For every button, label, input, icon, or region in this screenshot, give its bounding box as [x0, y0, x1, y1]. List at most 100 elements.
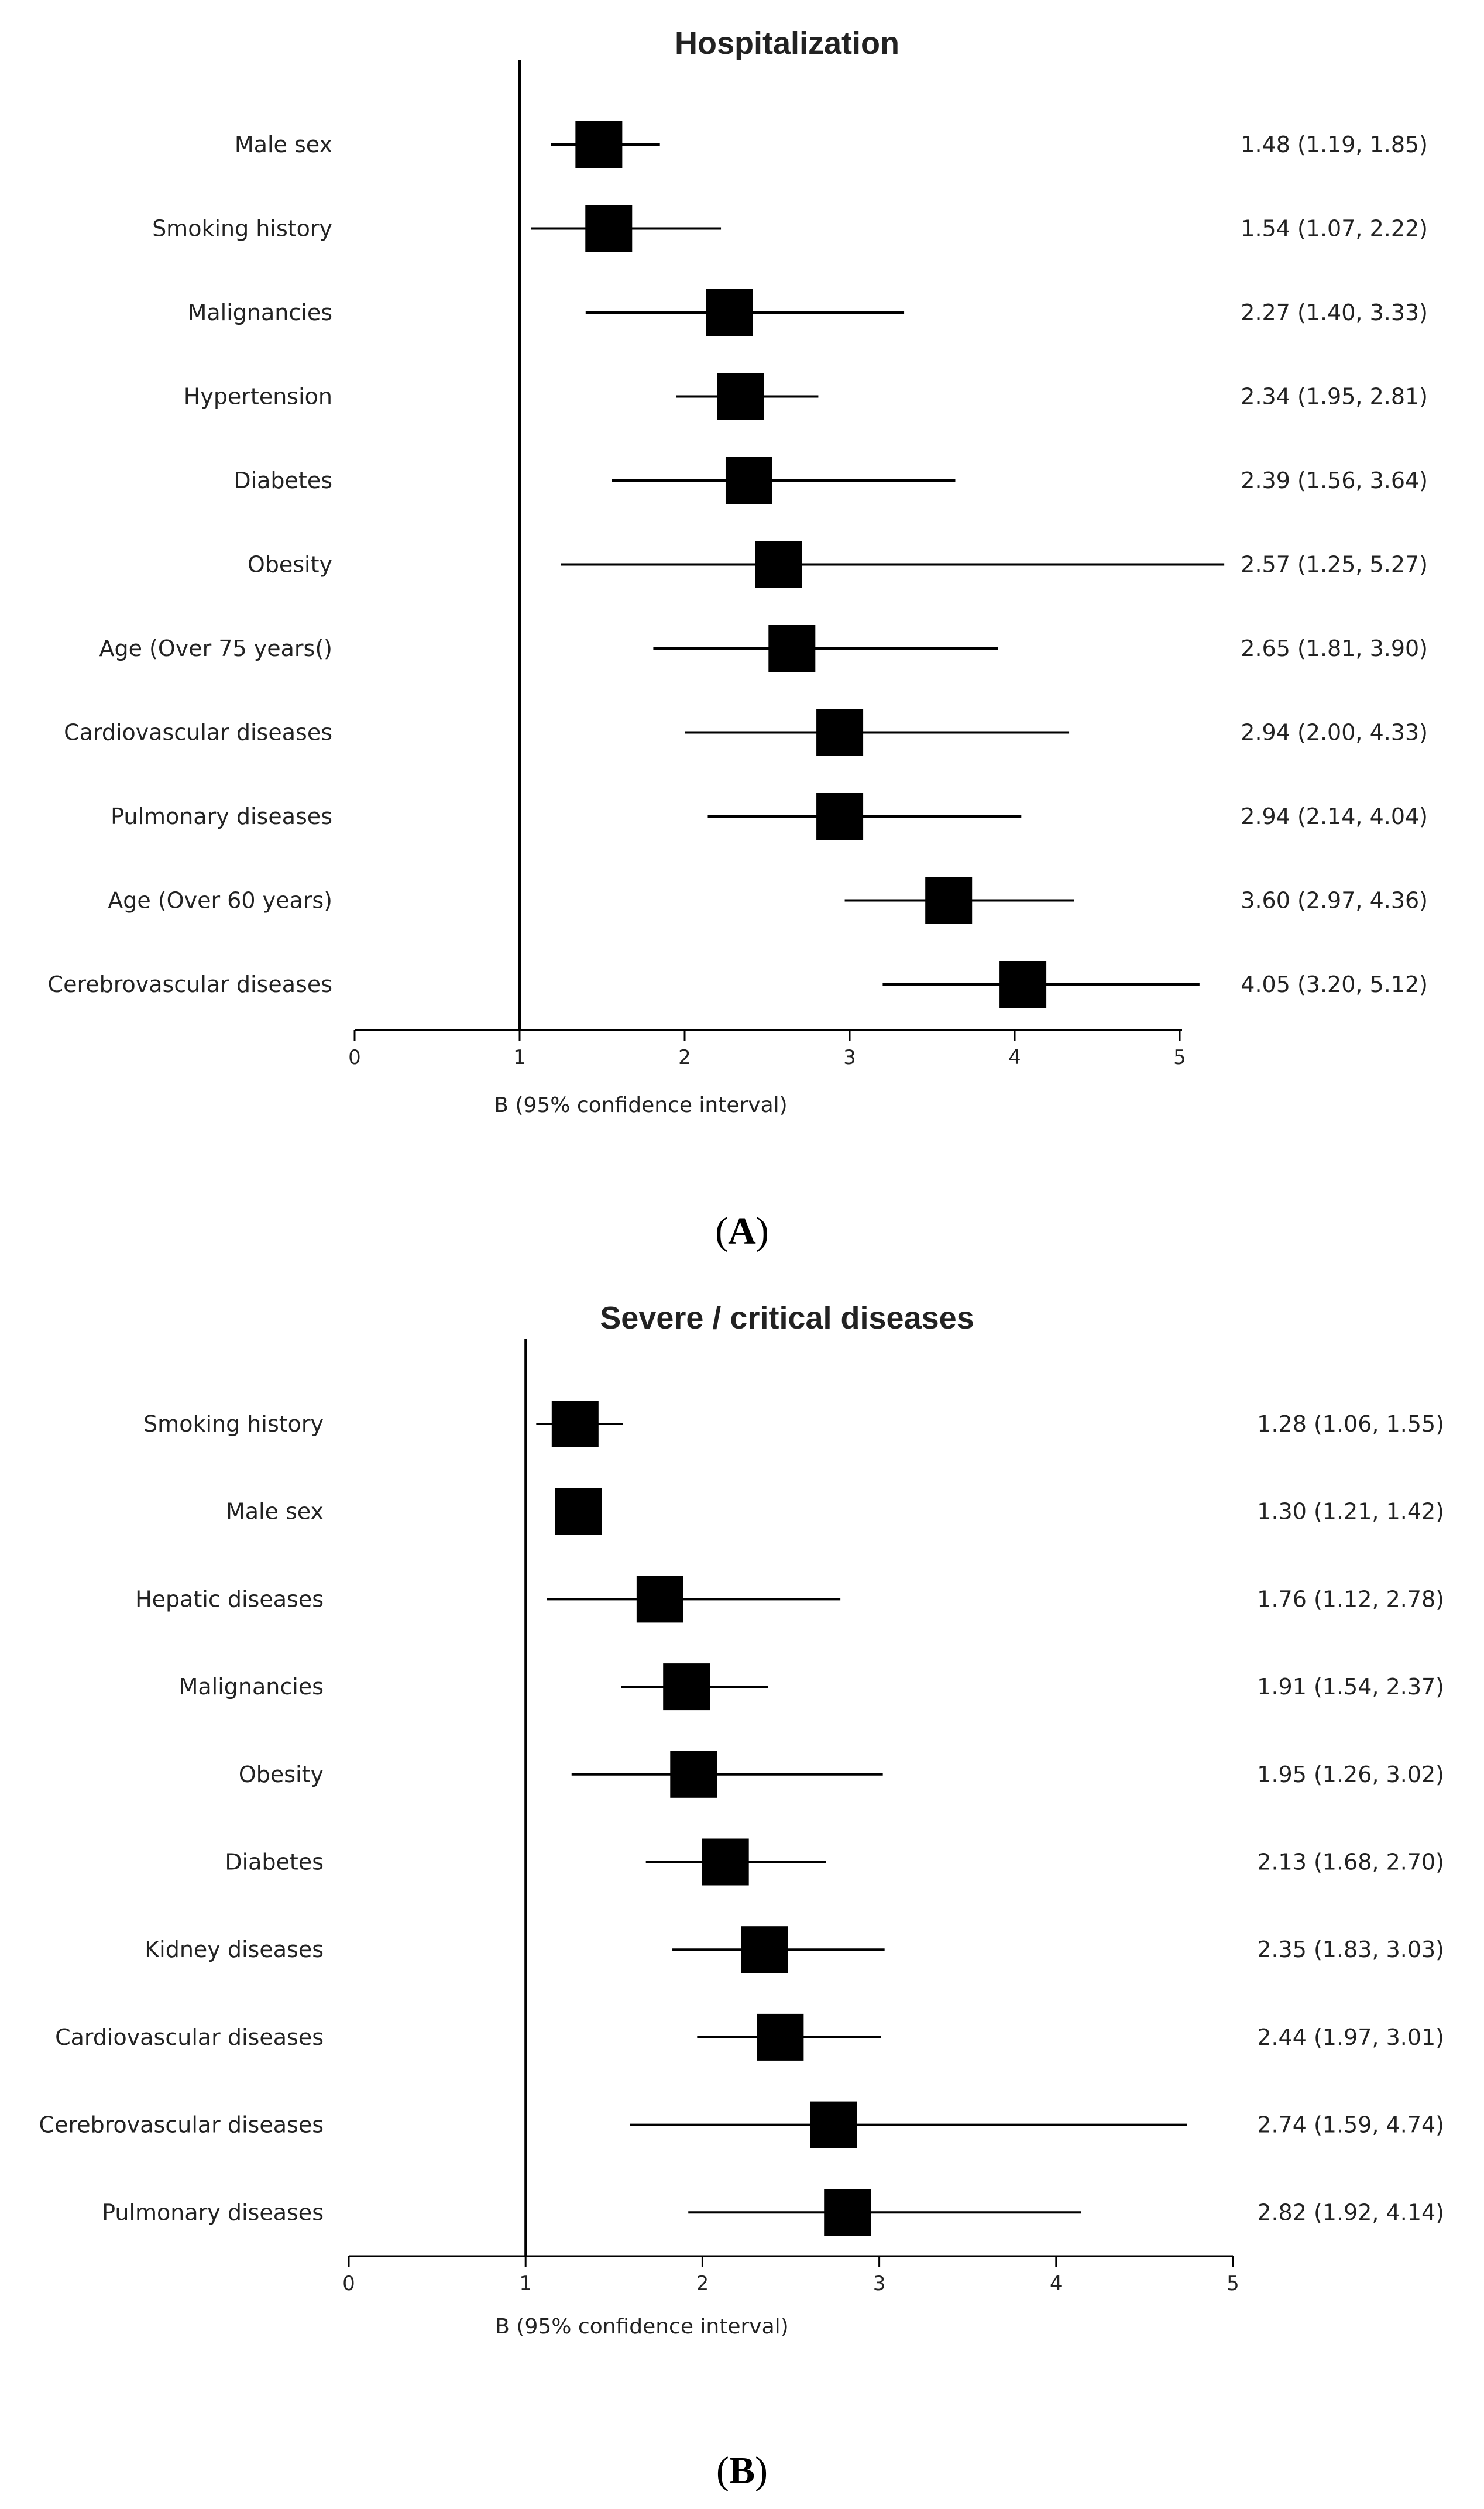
panel-b-row-label: Cardiovascular diseases [55, 2024, 324, 2050]
panel-a-row-value: 4.05 (3.20, 5.12) [1241, 972, 1428, 997]
panel-a-row: Hypertension 2.34 (1.95, 2.81) [184, 373, 1428, 420]
panel-b-row: Smoking history 1.28 (1.06, 1.55) [143, 1401, 1444, 1447]
panel-a-estimate-marker [717, 373, 764, 420]
panel-b-row-value: 1.30 (1.21, 1.42) [1257, 1499, 1444, 1525]
panel-a-row-label: Pulmonary diseases [111, 804, 332, 829]
panel-a-tick-label: 5 [1173, 1046, 1186, 1069]
panel-a-row: Age (Over 60 years) 3.60 (2.97, 4.36) [108, 877, 1428, 924]
panel-b-tick-label: 4 [1050, 2272, 1063, 2295]
panel-a-forest-plot: Hospitalization Male sex 1.48 (1.19, 1.85… [48, 26, 1428, 1117]
panel-b-row-value: 1.91 (1.54, 2.37) [1257, 1674, 1444, 1700]
panel-a-tick-label: 2 [678, 1046, 691, 1069]
panel-a-row-value: 2.34 (1.95, 2.81) [1241, 384, 1428, 410]
panel-b-estimate-marker [702, 1838, 749, 1886]
panel-a-row-label: Obesity [248, 552, 332, 578]
panel-b-row: Obesity 1.95 (1.26, 3.02) [239, 1751, 1444, 1798]
panel-b-estimate-marker [810, 2101, 857, 2148]
panel-b-caption-open: ( [716, 2449, 729, 2492]
panel-a-caption: (A) [715, 1210, 769, 1252]
panel-b-caption-close: ) [755, 2449, 768, 2492]
panel-a-row-value: 2.57 (1.25, 5.27) [1241, 552, 1428, 578]
panel-a-tick-label: 0 [348, 1046, 361, 1069]
panel-a-row-value: 1.54 (1.07, 2.22) [1241, 216, 1428, 242]
panel-b-estimate-marker [663, 1663, 710, 1711]
panel-a-row-label: Hypertension [184, 384, 332, 410]
panel-a-estimate-marker [755, 541, 802, 588]
panel-b-row-label: Pulmonary diseases [102, 2199, 324, 2225]
panel-a-row-label: Diabetes [233, 468, 332, 493]
panel-a-estimate-marker [768, 625, 816, 672]
panel-a-tick-label: 4 [1008, 1046, 1021, 1069]
panel-a-row: Obesity 2.57 (1.25, 5.27) [248, 541, 1428, 588]
panel-a-row-label: Cardiovascular diseases [64, 720, 332, 746]
panel-b-row-label: Kidney diseases [145, 1937, 324, 1962]
panel-b-row-label: Diabetes [225, 1849, 324, 1875]
panel-b-x-axis-label: B (95% confidence interval) [495, 2315, 788, 2339]
panel-b-estimate-marker [757, 2013, 804, 2061]
panel-b-tick-label: 5 [1227, 2272, 1239, 2295]
panel-a-row: Cerebrovascular diseases 4.05 (3.20, 5.12… [48, 961, 1428, 1008]
panel-b-caption-letter: B [729, 2449, 755, 2492]
panel-b-row-value: 2.82 (1.92, 4.14) [1257, 2199, 1444, 2225]
panel-b-row: Cerebrovascular diseases 2.74 (1.59, 4.74… [39, 2101, 1444, 2148]
panel-b-row: Malignancies 1.91 (1.54, 2.37) [179, 1663, 1444, 1711]
panel-b-row: Male sex 1.30 (1.21, 1.42) [226, 1488, 1444, 1535]
panel-b-estimate-marker [555, 1488, 602, 1535]
panel-b-row-value: 1.95 (1.26, 3.02) [1257, 1762, 1444, 1787]
panel-b-tick-label: 3 [873, 2272, 886, 2295]
panel-b-row-value: 1.28 (1.06, 1.55) [1257, 1411, 1444, 1437]
panel-a-tick-label: 3 [843, 1046, 856, 1069]
panel-a-caption-letter: A [728, 1210, 756, 1252]
panel-a-row-label: Age (Over 75 years() [99, 636, 332, 661]
panel-b-estimate-marker [741, 1926, 788, 1973]
panel-a-row-value: 2.65 (1.81, 3.90) [1241, 636, 1428, 661]
panel-a-row-value: 2.27 (1.40, 3.33) [1241, 300, 1428, 325]
panel-b-row-value: 1.76 (1.12, 2.78) [1257, 1586, 1444, 1612]
panel-a-tick-label: 1 [513, 1046, 526, 1069]
panel-b-estimate-marker [670, 1751, 717, 1798]
panel-a-row-value: 2.94 (2.14, 4.04) [1241, 804, 1428, 829]
panel-a-row-label: Cerebrovascular diseases [48, 972, 332, 997]
panel-a-row: Malignancies 2.27 (1.40, 3.33) [188, 289, 1428, 336]
panel-a-row-label: Male sex [235, 132, 332, 157]
panel-b-estimate-marker [551, 1401, 599, 1447]
panel-a-row: Smoking history 1.54 (1.07, 2.22) [152, 205, 1428, 252]
panel-a-title: Hospitalization [675, 26, 899, 61]
panel-b-tick-label: 2 [696, 2272, 709, 2295]
panel-a-estimate-marker [816, 709, 864, 756]
panel-a-row: Diabetes 2.39 (1.56, 3.64) [233, 457, 1428, 504]
panel-a-row-value: 1.48 (1.19, 1.85) [1241, 132, 1428, 157]
panel-b-row: Hepatic diseases 1.76 (1.12, 2.78) [135, 1576, 1444, 1623]
panel-a-row-label: Age (Over 60 years) [108, 888, 332, 914]
panel-a-x-axis-label: B (95% confidence interval) [494, 1093, 787, 1117]
panel-b-title: Severe / critical diseases [600, 1300, 974, 1336]
panel-b-row: Diabetes 2.13 (1.68, 2.70) [225, 1838, 1444, 1886]
panel-b-row-label: Smoking history [143, 1411, 324, 1437]
panel-b-caption: (B) [716, 2449, 768, 2492]
panel-a-estimate-marker [925, 877, 973, 924]
panel-a-caption-close: ) [756, 1210, 769, 1252]
panel-b-estimate-marker [824, 2189, 871, 2236]
panel-b-row-label: Cerebrovascular diseases [39, 2112, 324, 2138]
panel-a-row: Male sex 1.48 (1.19, 1.85) [235, 121, 1428, 168]
panel-b-rows: Smoking history 1.28 (1.06, 1.55) Male sex… [39, 1339, 1444, 2256]
panel-a-estimate-marker [725, 457, 772, 504]
panel-a-row: Age (Over 75 years() 2.65 (1.81, 3.90) [99, 625, 1428, 672]
panel-b-tick-label: 1 [519, 2272, 532, 2295]
panel-b-row-label: Obesity [239, 1762, 324, 1787]
panel-b-tick-label: 0 [342, 2272, 355, 2295]
panel-a-row: Cardiovascular diseases 2.94 (2.00, 4.33) [64, 709, 1428, 756]
panel-b-row-label: Male sex [226, 1499, 324, 1525]
panel-b-row: Pulmonary diseases 2.82 (1.92, 4.14) [102, 2189, 1444, 2236]
panel-b-estimate-marker [636, 1576, 683, 1623]
panel-a-caption-open: ( [715, 1210, 728, 1252]
panel-a-row-value: 2.39 (1.56, 3.64) [1241, 468, 1428, 493]
panel-a-row-label: Smoking history [152, 216, 332, 242]
panel-b-forest-plot: Severe / critical diseases Smoking histo… [39, 1300, 1444, 2339]
panel-a-row-value: 2.94 (2.00, 4.33) [1241, 720, 1428, 746]
panel-a-row: Pulmonary diseases 2.94 (2.14, 4.04) [111, 793, 1428, 840]
panel-a-row-label: Malignancies [188, 300, 332, 325]
panel-a-estimate-marker [706, 289, 753, 336]
panel-a-x-axis: 0 1 2 3 4 5 [348, 1029, 1186, 1069]
panel-b-x-axis: 0 1 2 3 4 5 [342, 2255, 1239, 2295]
